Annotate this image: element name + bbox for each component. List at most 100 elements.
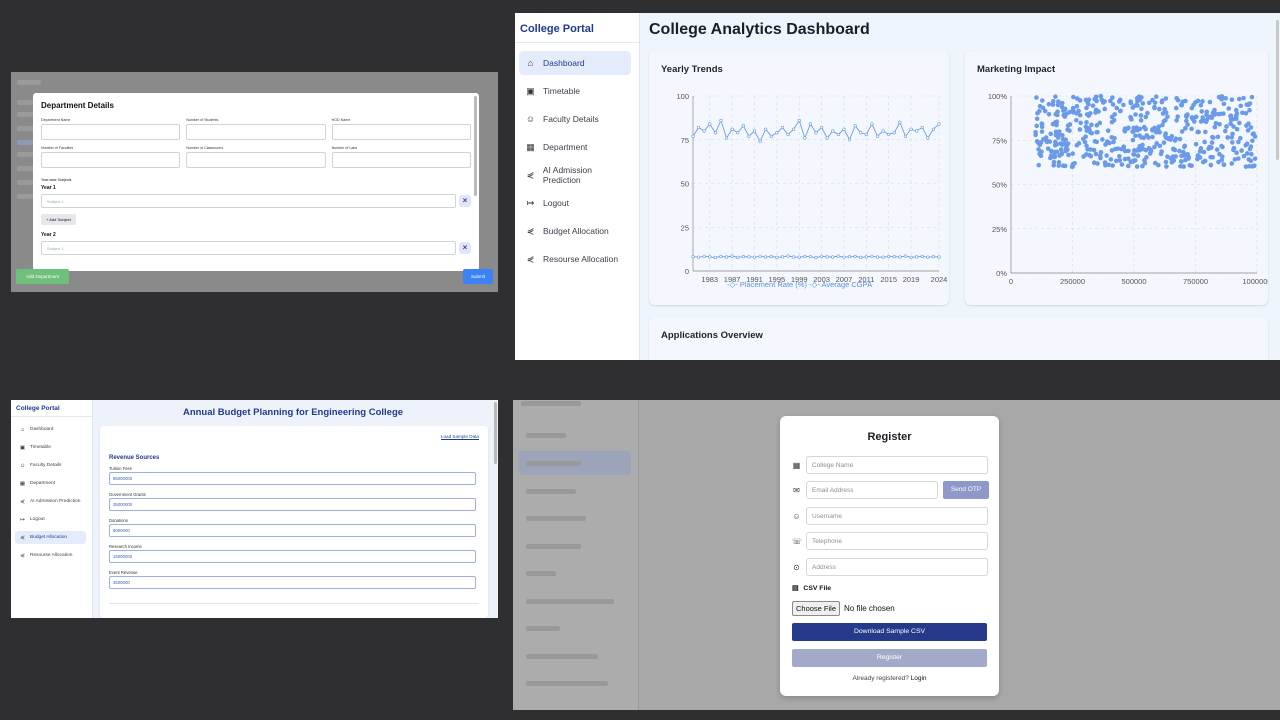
scatter-point xyxy=(1034,116,1040,122)
revenue-input[interactable]: 35000000 xyxy=(109,498,476,511)
sidebar-item-logout[interactable]: ↦ Logout xyxy=(15,513,86,526)
share-icon: ⋞ xyxy=(526,169,535,180)
sidebar-item-department[interactable]: ▦ Department xyxy=(519,135,631,159)
sidebar-item-ai-admission-prediction[interactable]: ⋞ AI Admission Prediction xyxy=(519,163,631,187)
home-icon: ⌂ xyxy=(20,426,25,433)
page-scrollbar[interactable] xyxy=(1276,20,1279,160)
modal-scrollbar[interactable] xyxy=(474,96,477,196)
subject-input[interactable]: Subject 1 xyxy=(41,241,456,255)
scatter-point xyxy=(1182,143,1188,149)
scatter-point xyxy=(1231,147,1236,153)
data-point xyxy=(719,118,723,123)
load-sample-link[interactable]: Load Sample Data xyxy=(440,434,479,439)
sidebar-item-dashboard[interactable]: ⌂ Dashboard xyxy=(15,423,86,436)
sidebar-item-faculty-details[interactable]: ☺ Faculty Details xyxy=(15,459,86,472)
scatter-point xyxy=(1209,145,1214,150)
sidebar-item-ai-admission-prediction[interactable]: ⋞ AI Admission Prediction xyxy=(15,495,86,508)
sidebar-item-label: Logout xyxy=(30,517,45,522)
hod-input[interactable] xyxy=(331,124,471,140)
data-point xyxy=(786,132,790,137)
login-link[interactable]: Login xyxy=(910,675,927,682)
choose-file-button[interactable]: Choose File xyxy=(792,601,841,616)
classrooms-input[interactable] xyxy=(186,152,326,168)
location-icon: ⊙ xyxy=(793,562,800,572)
scatter-point xyxy=(1247,146,1253,152)
sidebar-item-department[interactable]: ▦ Department xyxy=(15,477,86,490)
scatter-point xyxy=(1146,135,1151,140)
scatter-point xyxy=(1183,113,1189,118)
faculties-input[interactable] xyxy=(41,152,181,168)
revenue-input[interactable]: 3500000 xyxy=(109,576,476,589)
revenue-input[interactable]: 8000000 xyxy=(109,524,476,537)
scatter-point xyxy=(1159,98,1165,103)
page-scrollbar[interactable] xyxy=(494,402,497,464)
download-sample-button[interactable]: Download Sample CSV xyxy=(792,623,987,641)
register-button[interactable]: Register xyxy=(792,649,987,667)
scatter-point xyxy=(1224,124,1229,129)
sidebar-item-dashboard[interactable]: ⌂ Dashboard xyxy=(519,51,631,75)
submit-button[interactable]: Submit xyxy=(463,269,493,284)
x-tick-label: 500000 xyxy=(1121,277,1146,286)
students-input[interactable] xyxy=(186,124,326,140)
scatter-point xyxy=(1215,134,1221,140)
scatter-point xyxy=(1234,126,1240,132)
scatter-point xyxy=(1102,99,1107,104)
sidebar-item-budget-allocation[interactable]: ⋞ Budget Allocation xyxy=(519,219,631,243)
college-name-input[interactable]: College Name xyxy=(806,456,988,474)
remove-subject-icon[interactable]: × xyxy=(459,195,471,207)
sidebar-item-label: AI Admission Prediction xyxy=(30,499,81,504)
data-point xyxy=(859,131,863,135)
data-point xyxy=(702,254,706,258)
scatter-point xyxy=(1244,151,1250,156)
sidebar-item-resourse-allocation[interactable]: ⋞ Resourse Allocation xyxy=(519,247,631,271)
revenue-input[interactable]: 85000000 xyxy=(109,472,476,485)
scatter-point xyxy=(1214,147,1220,152)
scatter-point xyxy=(1059,142,1065,148)
department-name-input[interactable] xyxy=(41,124,181,140)
add-subject-button[interactable]: + Add Subject xyxy=(41,214,76,225)
sidebar-item-logout[interactable]: ↦ Logout xyxy=(519,191,631,215)
sidebar-item-budget-allocation[interactable]: ⋞ Budget Allocation xyxy=(15,531,86,544)
register-screenshot: Register ▦ College Name ✉ Email Address … xyxy=(513,400,1280,710)
scatter-point xyxy=(1131,151,1136,157)
data-point xyxy=(708,255,712,259)
scatter-point xyxy=(1243,143,1249,148)
add-department-button[interactable]: Add Department xyxy=(16,269,69,284)
scatter-point xyxy=(1143,114,1149,120)
background-sidebar xyxy=(11,72,51,292)
scatter-point xyxy=(1198,102,1204,108)
data-point xyxy=(736,255,740,259)
scatter-point xyxy=(1140,146,1146,152)
yearly-trends-card: Yearly Trends 0 25 50 75 100 1983 1987 1991 1995… xyxy=(649,51,949,305)
calendar-icon: ▣ xyxy=(19,444,26,451)
data-point xyxy=(931,127,936,131)
sidebar: College Portal ⌂ Dashboard ▣ Timetable ☺ Facu… xyxy=(11,400,93,618)
scatter-point xyxy=(1204,109,1210,115)
scatter-point xyxy=(1161,119,1167,124)
y-tick-label: 0% xyxy=(996,269,1007,278)
revenue-input[interactable]: 15000000 xyxy=(109,550,476,563)
labs-input[interactable] xyxy=(331,152,471,168)
address-input[interactable]: Address xyxy=(806,558,988,576)
field-label: Donations xyxy=(109,518,128,523)
data-point xyxy=(819,125,824,130)
email-input[interactable]: Email Address xyxy=(806,481,938,499)
already-registered-text: Already registered? xyxy=(852,675,909,682)
scatter-point xyxy=(1209,115,1215,121)
sidebar-item-timetable[interactable]: ▣ Timetable xyxy=(519,79,631,103)
data-point xyxy=(797,255,801,259)
scatter-point xyxy=(1097,120,1103,126)
scatter-point xyxy=(1104,153,1109,158)
sidebar-item-resourse-allocation[interactable]: ⋞ Resourse Allocation xyxy=(15,549,86,562)
subject-input[interactable]: Subject 1 xyxy=(41,194,456,208)
remove-subject-icon[interactable]: × xyxy=(459,242,471,254)
sidebar-item-faculty-details[interactable]: ☺ Faculty Details xyxy=(519,107,631,131)
scatter-point xyxy=(1226,106,1232,111)
telephone-input[interactable]: Telephone xyxy=(806,532,988,550)
send-otp-button[interactable]: Send OTP xyxy=(943,481,989,499)
data-point xyxy=(853,254,857,259)
sidebar-item-timetable[interactable]: ▣ Timetable xyxy=(15,441,86,454)
scatter-point xyxy=(1199,109,1205,114)
username-input[interactable]: Username xyxy=(806,507,988,525)
sidebar-item-label: Dashboard xyxy=(30,427,54,432)
